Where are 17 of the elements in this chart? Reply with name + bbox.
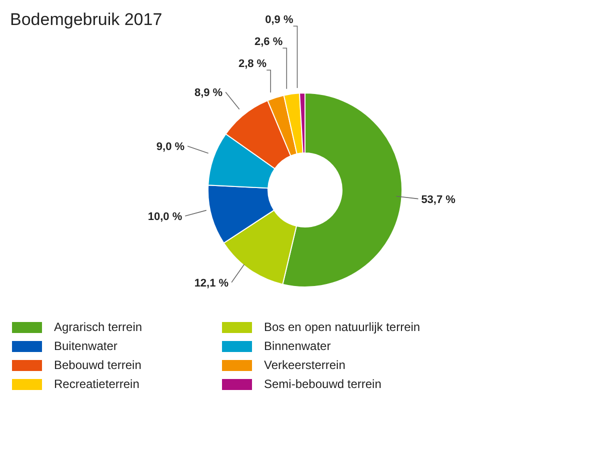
legend-label: Semi-bebouwd terrein	[264, 377, 382, 391]
legend-label: Bos en open natuurlijk terrein	[264, 320, 420, 334]
data-label: 8,9 %	[194, 87, 223, 100]
legend-label: Agrarisch terrein	[54, 320, 142, 334]
legend-label: Binnenwater	[264, 339, 331, 353]
data-label: 0,9 %	[265, 14, 294, 26]
legend-label: Bebouwd terrein	[54, 358, 142, 372]
data-label: 12,1 %	[194, 277, 229, 290]
data-label: 2,8 %	[238, 58, 267, 70]
data-label: 9,0 %	[156, 141, 185, 154]
data-label: 2,6 %	[254, 36, 283, 48]
legend-label: Verkeersterrein	[264, 358, 346, 372]
data-label: 53,7 %	[421, 194, 456, 206]
chart-title: Bodemgebruik 2017	[10, 10, 162, 30]
legend-label: Buitenwater	[54, 339, 118, 353]
legend-label: Recreatieterrein	[54, 377, 140, 391]
data-label: 10,0 %	[148, 211, 182, 224]
